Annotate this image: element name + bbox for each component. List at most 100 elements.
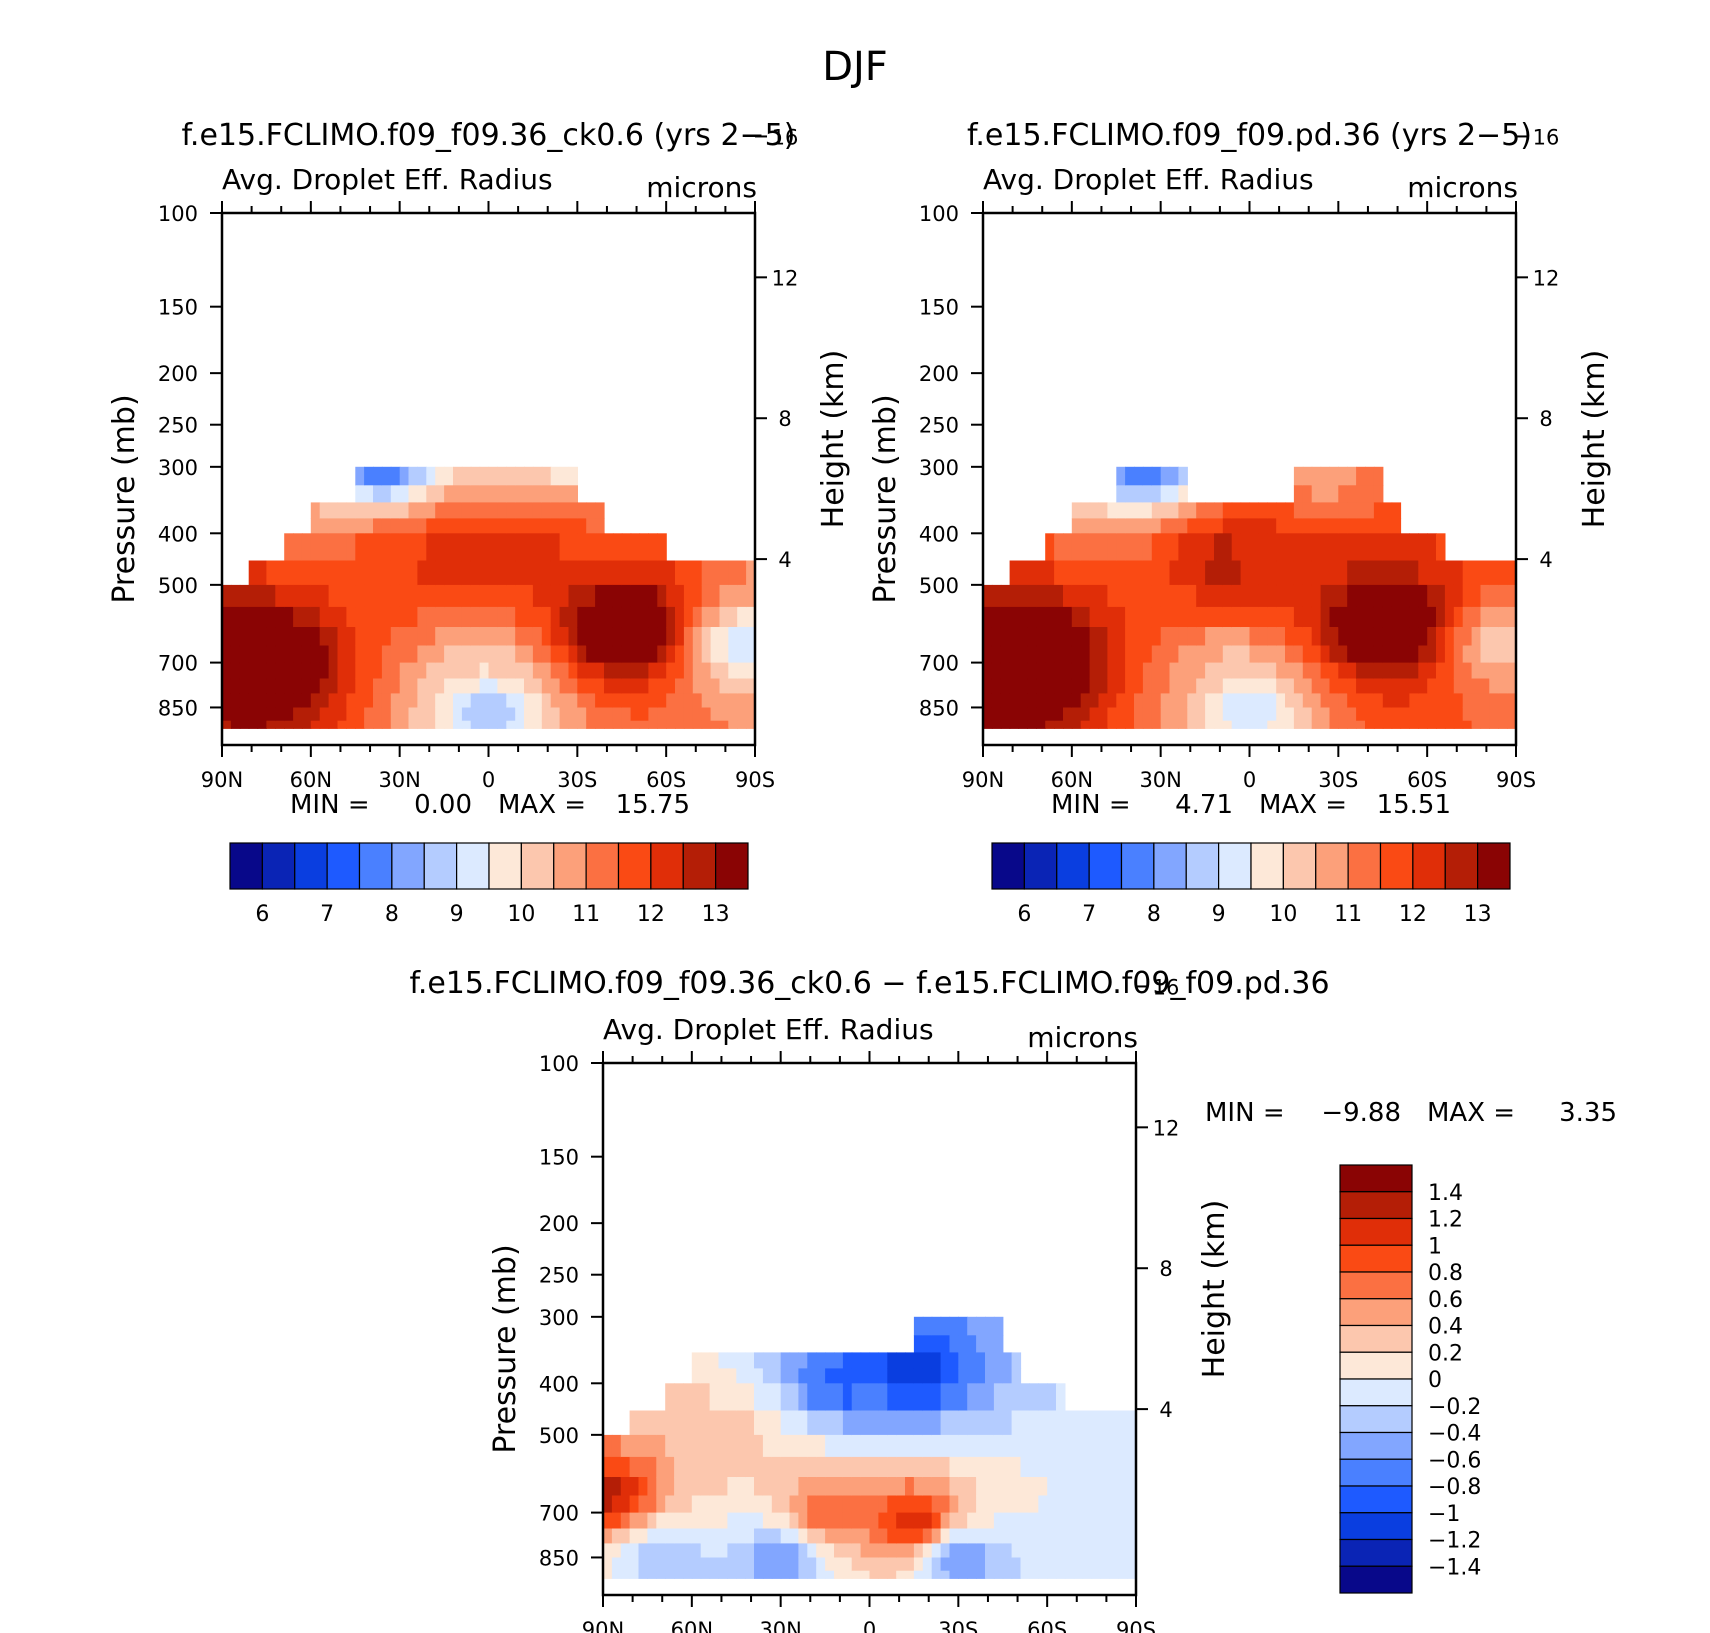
field-cell xyxy=(710,707,721,722)
field-cell xyxy=(736,1477,746,1497)
field-cell xyxy=(1160,584,1171,608)
field-cell xyxy=(461,678,472,694)
field-cell xyxy=(1091,1477,1102,1497)
field-cell xyxy=(1249,645,1259,664)
field-cell xyxy=(453,606,463,628)
field-cell xyxy=(559,518,570,534)
field-cell xyxy=(665,1456,675,1478)
field-cell xyxy=(1249,707,1259,722)
field-cell xyxy=(1116,533,1126,562)
field-cell xyxy=(381,502,392,519)
field-cell xyxy=(728,693,738,708)
field-cell xyxy=(1107,707,1117,722)
field-cell xyxy=(719,693,729,708)
field-cell xyxy=(373,627,383,647)
field-cell xyxy=(1089,584,1100,608)
field-cell xyxy=(683,678,694,694)
field-cell xyxy=(230,662,241,680)
field-cell xyxy=(816,1352,826,1369)
field-cell xyxy=(310,560,321,586)
field-cell xyxy=(1444,662,1455,680)
field-cell xyxy=(1462,627,1473,647)
field-cell xyxy=(1240,678,1251,694)
field-cell xyxy=(922,1543,933,1558)
field-cell xyxy=(1205,627,1215,647)
field-cell xyxy=(798,1570,808,1579)
field-cell xyxy=(700,1352,711,1369)
field-cell xyxy=(1302,627,1313,647)
field-cell xyxy=(1109,1456,1119,1478)
field-cell xyxy=(798,1410,808,1436)
units-label: microns xyxy=(1027,1021,1138,1054)
field-cell xyxy=(568,485,578,503)
field-cell xyxy=(991,720,1002,729)
field-cell xyxy=(1063,693,1073,708)
field-cell xyxy=(1100,1434,1110,1458)
field-cell xyxy=(1418,627,1428,647)
field-cell xyxy=(1489,606,1499,628)
field-cell xyxy=(1178,606,1188,628)
field-cell xyxy=(1418,662,1428,680)
field-cell xyxy=(1127,1557,1137,1572)
field-cell xyxy=(639,662,649,680)
field-cell xyxy=(435,720,445,729)
field-cell xyxy=(1125,662,1135,680)
x-tick-label: 30S xyxy=(1318,768,1358,792)
field-cell xyxy=(940,1410,951,1436)
field-cell xyxy=(842,1383,853,1412)
field-cell xyxy=(709,1410,720,1436)
field-cell xyxy=(346,707,356,722)
field-cell xyxy=(949,1557,959,1572)
field-cell xyxy=(1507,678,1517,694)
field-cell xyxy=(426,560,436,586)
field-cell xyxy=(568,466,578,486)
field-cell xyxy=(1285,606,1295,628)
field-cell xyxy=(1047,1570,1057,1579)
field-cell xyxy=(1036,720,1046,729)
field-cell xyxy=(1178,720,1188,729)
field-cell xyxy=(860,1456,871,1478)
field-cell xyxy=(647,1477,657,1497)
field-cell xyxy=(1302,584,1313,608)
field-cell xyxy=(532,707,543,722)
field-cell xyxy=(1054,560,1064,586)
field-cell xyxy=(1109,1477,1119,1497)
field-cell xyxy=(1471,627,1482,647)
field-cell xyxy=(1240,720,1251,729)
field-cell xyxy=(1107,627,1117,647)
field-cell xyxy=(461,502,472,519)
field-cell xyxy=(417,627,427,647)
field-cell xyxy=(248,645,259,664)
field-cell xyxy=(1507,645,1517,664)
field-cell xyxy=(453,707,463,722)
field-cell xyxy=(319,560,330,586)
field-cell xyxy=(1071,662,1082,680)
field-cell xyxy=(1178,707,1188,722)
field-cell xyxy=(1409,584,1419,608)
field-cell xyxy=(1436,662,1446,680)
field-cell xyxy=(762,1495,773,1514)
field-cell xyxy=(931,1570,942,1579)
colorbar-label: −1.2 xyxy=(1428,1529,1481,1554)
field-cell xyxy=(665,1477,675,1497)
field-cell xyxy=(674,1570,684,1579)
field-cell xyxy=(532,584,543,608)
min-value: 4.71 xyxy=(1175,790,1233,820)
field-cell xyxy=(798,1383,808,1412)
field-cell xyxy=(798,1368,808,1384)
field-cell xyxy=(1054,645,1064,664)
field-cell xyxy=(364,645,374,664)
field-cell xyxy=(346,518,356,534)
field-cell xyxy=(301,627,312,647)
field-cell xyxy=(816,1368,826,1384)
field-cell xyxy=(1471,606,1482,628)
field-cell xyxy=(629,1528,640,1544)
field-cell xyxy=(301,707,312,722)
field-cell xyxy=(479,645,490,664)
field-cell xyxy=(426,518,436,534)
field-cell xyxy=(1356,678,1366,694)
field-cell xyxy=(1187,584,1197,608)
field-cell xyxy=(1107,518,1117,534)
field-cell xyxy=(568,693,578,708)
field-cell xyxy=(612,627,623,647)
